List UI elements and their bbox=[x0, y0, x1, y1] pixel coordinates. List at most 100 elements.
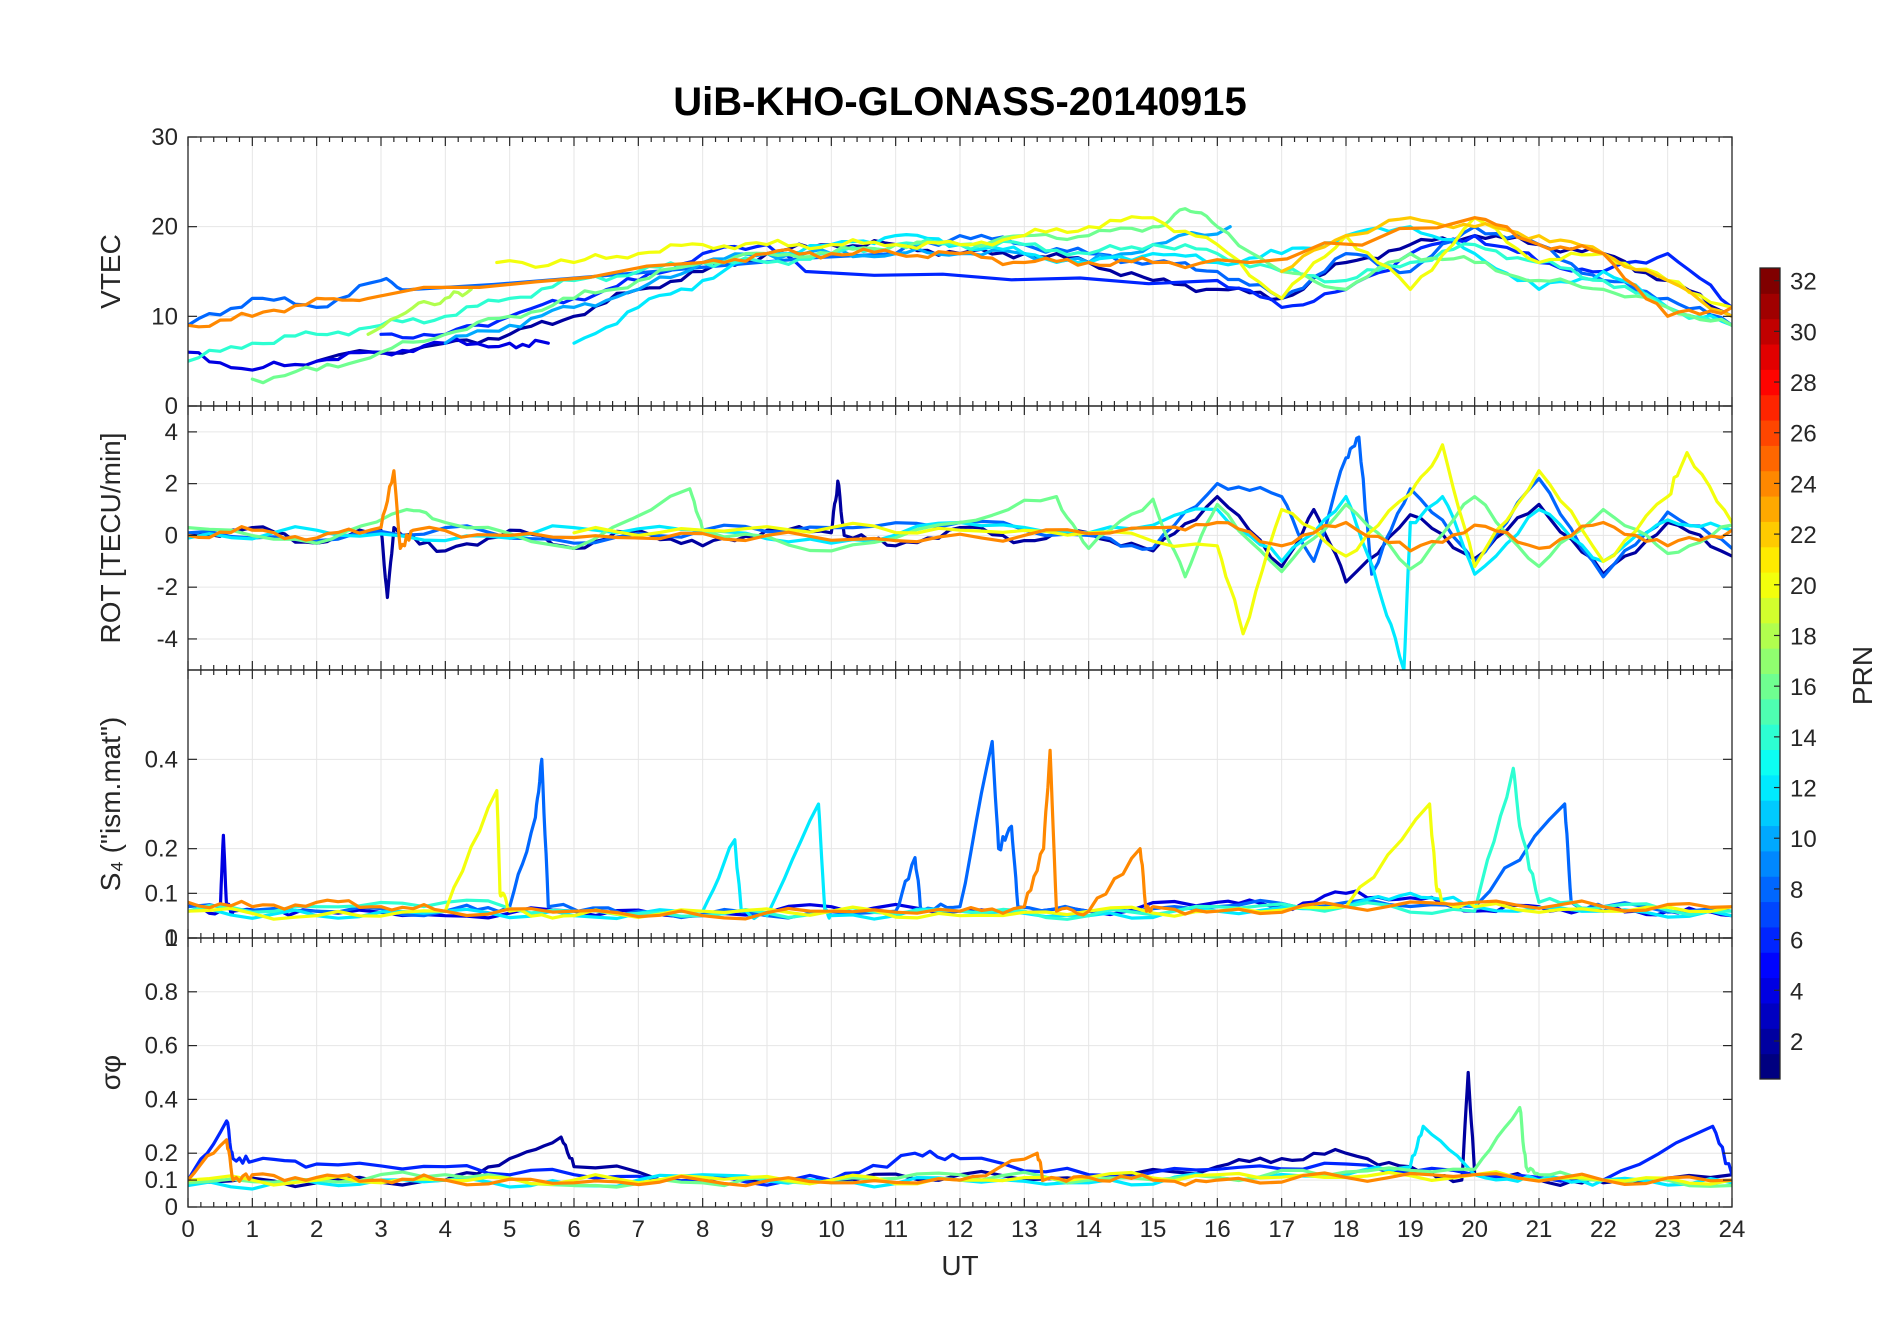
y-axis-label-rot: ROT [TECU/min] bbox=[95, 432, 126, 643]
colorbar-segment bbox=[1760, 724, 1780, 751]
colorbar-tick-label: 26 bbox=[1790, 421, 1817, 448]
panel-s4: 0 0.1 0.2 0.4 S₄ ("ism.mat") bbox=[95, 669, 1733, 952]
colorbar-segment bbox=[1760, 876, 1780, 903]
colorbar-segment bbox=[1760, 749, 1780, 776]
colorbar-segment bbox=[1760, 572, 1780, 598]
colorbar-segment bbox=[1760, 445, 1780, 472]
y-tick-label: 4 bbox=[165, 419, 178, 446]
x-tick-label: 6 bbox=[567, 1216, 580, 1243]
series-prn-6 bbox=[188, 1119, 1732, 1187]
x-tick-label: 0 bbox=[181, 1216, 194, 1243]
colorbar-tick-label: 6 bbox=[1790, 928, 1803, 955]
y-axis-label-s4: S₄ ("ism.mat") bbox=[95, 717, 126, 891]
y-tick-label: -2 bbox=[157, 574, 178, 601]
x-tick-label: 23 bbox=[1654, 1216, 1681, 1243]
colorbar-frame bbox=[1759, 267, 1781, 1080]
colorbar-tick-label: 4 bbox=[1790, 978, 1803, 1005]
x-tick-label: 18 bbox=[1333, 1216, 1360, 1243]
x-tick-label: 10 bbox=[818, 1216, 845, 1243]
colorbar-segment bbox=[1760, 1028, 1780, 1055]
colorbar-segment bbox=[1760, 496, 1780, 522]
x-tick-label: 3 bbox=[374, 1216, 387, 1243]
colorbar-segment bbox=[1760, 420, 1780, 446]
x-tick-label: 19 bbox=[1397, 1216, 1424, 1243]
y-tick-label: 1 bbox=[165, 925, 178, 952]
x-tick-label: 8 bbox=[696, 1216, 709, 1243]
series-prn-20 bbox=[188, 789, 1732, 921]
x-tick-label: 13 bbox=[1011, 1216, 1038, 1243]
x-tick-label: 1 bbox=[246, 1216, 259, 1243]
y-axis-label-sigma_phi: σφ bbox=[95, 1055, 126, 1090]
colorbar-segment bbox=[1760, 318, 1780, 345]
x-tick-label: 14 bbox=[1075, 1216, 1102, 1243]
colorbar-tick-label: 16 bbox=[1790, 674, 1817, 701]
colorbar-segment bbox=[1760, 952, 1780, 979]
colorbar-tick-label: 32 bbox=[1790, 269, 1817, 296]
y-tick-label: 20 bbox=[151, 214, 178, 241]
series-prn-2 bbox=[188, 1070, 1732, 1189]
colorbar-segment bbox=[1760, 268, 1780, 294]
x-tick-label: 5 bbox=[503, 1216, 516, 1243]
x-tick-label: 2 bbox=[310, 1216, 323, 1243]
colorbar-label: PRN bbox=[1847, 646, 1878, 705]
colorbar-segment bbox=[1760, 369, 1780, 396]
series-prn-24 bbox=[188, 1138, 1732, 1188]
y-tick-label: 0.1 bbox=[145, 1167, 178, 1194]
colorbar-tick-label: 14 bbox=[1790, 725, 1817, 752]
colorbar-segment bbox=[1760, 977, 1780, 1004]
colorbar-segment bbox=[1760, 774, 1780, 801]
panel-vtec: 0 10 20 30 VTEC bbox=[95, 124, 1733, 420]
x-tick-label: 7 bbox=[632, 1216, 645, 1243]
y-tick-label: 0 bbox=[165, 393, 178, 420]
series-prn-4 bbox=[188, 337, 550, 372]
colorbar-tick-label: 12 bbox=[1790, 776, 1817, 803]
colorbar-tick-label: 28 bbox=[1790, 370, 1817, 397]
colorbar-tick-label: 24 bbox=[1790, 471, 1817, 498]
colorbar-segment bbox=[1760, 546, 1780, 573]
colorbar-segment bbox=[1760, 648, 1780, 674]
traces-sigma_phi bbox=[188, 1070, 1732, 1191]
x-tick-label: 21 bbox=[1526, 1216, 1553, 1243]
traces-rot bbox=[188, 435, 1732, 670]
x-tick-label: 22 bbox=[1590, 1216, 1617, 1243]
colorbar-tick-label: 30 bbox=[1790, 319, 1817, 346]
y-tick-label: 0 bbox=[165, 925, 178, 952]
colorbar-tick-label: 20 bbox=[1790, 573, 1817, 600]
colorbar-segment bbox=[1760, 521, 1780, 548]
traces-s4 bbox=[188, 739, 1732, 921]
x-tick-label: 4 bbox=[439, 1216, 452, 1243]
x-tick-label: 11 bbox=[883, 1216, 908, 1243]
y-tick-label: 30 bbox=[151, 124, 178, 151]
x-tick-label: 12 bbox=[947, 1216, 974, 1243]
x-tick-label: 24 bbox=[1719, 1216, 1746, 1243]
series-prn-20 bbox=[572, 443, 1732, 636]
colorbar-tick-label: 10 bbox=[1790, 826, 1817, 853]
x-tick-label: 20 bbox=[1461, 1216, 1488, 1243]
colorbar-segment bbox=[1760, 800, 1780, 827]
chart-title: UiB-KHO-GLONASS-20140915 bbox=[673, 80, 1247, 124]
y-tick-label: 0.4 bbox=[145, 746, 178, 773]
y-tick-label: 0.6 bbox=[145, 1033, 178, 1060]
colorbar-segment bbox=[1760, 1002, 1780, 1029]
y-tick-label: 10 bbox=[151, 303, 178, 330]
x-tick-label: 9 bbox=[760, 1216, 773, 1243]
x-tick-label: 16 bbox=[1204, 1216, 1231, 1243]
y-tick-label: 0.8 bbox=[145, 979, 178, 1006]
colorbar-tick-label: 8 bbox=[1790, 877, 1803, 904]
colorbar-segment bbox=[1760, 850, 1780, 877]
y-tick-label: 0.2 bbox=[145, 1140, 178, 1167]
y-tick-label: 2 bbox=[165, 471, 178, 498]
y-tick-label: 0.4 bbox=[145, 1086, 178, 1113]
colorbar-segment bbox=[1760, 344, 1780, 370]
y-tick-label: 0.2 bbox=[145, 836, 178, 863]
colorbar-segment bbox=[1760, 698, 1780, 725]
colorbar-tick-label: 2 bbox=[1790, 1029, 1803, 1056]
series-prn-20 bbox=[495, 215, 1732, 309]
series-prn-18 bbox=[366, 287, 473, 336]
x-tick-label: 17 bbox=[1268, 1216, 1295, 1243]
colorbar-segment bbox=[1760, 825, 1780, 852]
colorbar-segment bbox=[1760, 470, 1780, 497]
